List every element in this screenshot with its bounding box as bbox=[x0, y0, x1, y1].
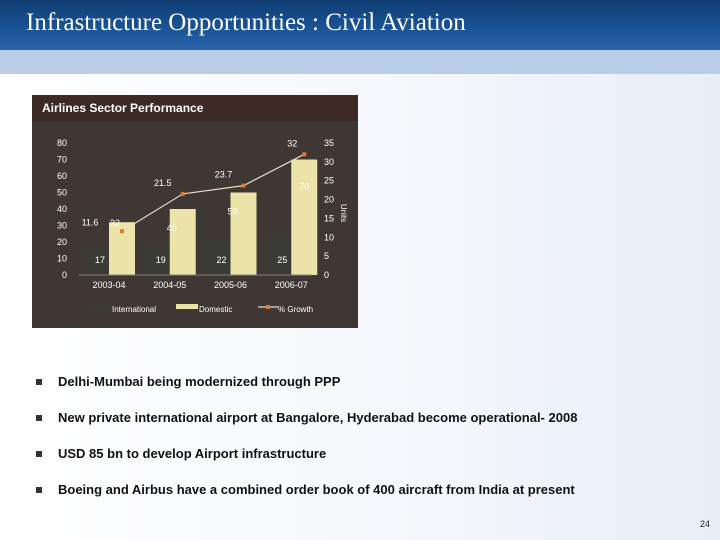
growth-marker bbox=[180, 191, 185, 196]
chart-panel-title: Airlines Sector Performance bbox=[42, 101, 204, 115]
domestic-data-label: 70 bbox=[299, 182, 309, 192]
y-tick-label: 40 bbox=[57, 204, 67, 214]
y2-tick-label: 35 bbox=[324, 138, 334, 148]
international-data-label: 19 bbox=[156, 255, 166, 265]
y2-tick-label: 20 bbox=[324, 195, 334, 205]
growth-data-label: 11.6 bbox=[82, 217, 99, 227]
y-tick-label: 60 bbox=[57, 171, 67, 181]
legend-growth-label: % Growth bbox=[278, 305, 313, 314]
bullet-text: Delhi-Mumbai being modernized through PP… bbox=[58, 374, 341, 389]
legend-growth-marker bbox=[266, 305, 270, 309]
performance-chart: 8070605040302010035302520151050UnitsUnit… bbox=[32, 121, 358, 328]
domestic-bar bbox=[169, 209, 196, 275]
bullet-square-icon bbox=[36, 487, 42, 493]
y2-tick-label: 5 bbox=[324, 251, 329, 261]
bullet-item: Delhi-Mumbai being modernized through PP… bbox=[36, 374, 696, 389]
x-tick-label: 2003-04 bbox=[92, 280, 125, 290]
bullet-text: Boeing and Airbus have a combined order … bbox=[58, 482, 575, 497]
bullet-item: USD 85 bn to develop Airport infrastruct… bbox=[36, 446, 696, 461]
y2-tick-label: 30 bbox=[324, 157, 334, 167]
international-bar bbox=[143, 243, 170, 275]
y2-tick-label: 25 bbox=[324, 176, 334, 186]
y2-tick-label: 15 bbox=[324, 213, 334, 223]
domestic-data-label: 40 bbox=[167, 223, 177, 233]
y2-axis-label: Units bbox=[339, 204, 348, 222]
x-tick-label: 2006-07 bbox=[275, 280, 308, 290]
international-data-label: 17 bbox=[95, 255, 105, 265]
y-tick-label: 0 bbox=[62, 270, 67, 280]
y-tick-label: 80 bbox=[57, 138, 67, 148]
international-bar bbox=[83, 246, 109, 275]
y-tick-label: 50 bbox=[57, 188, 67, 198]
bullet-square-icon bbox=[36, 415, 42, 421]
growth-data-label: 23.7 bbox=[215, 170, 233, 180]
slide-title: Infrastructure Opportunities : Civil Avi… bbox=[26, 9, 466, 36]
domestic-data-label: 32 bbox=[110, 218, 120, 228]
legend-domestic-label: Domestic bbox=[199, 305, 232, 314]
international-data-label: 22 bbox=[216, 255, 226, 265]
chart-panel: 8070605040302010035302520151050UnitsUnit… bbox=[32, 121, 358, 328]
growth-line bbox=[121, 153, 305, 232]
bullet-item: New private international airport at Ban… bbox=[36, 410, 696, 425]
x-tick-label: 2005-06 bbox=[214, 280, 247, 290]
legend-international-swatch bbox=[90, 304, 112, 309]
bullet-square-icon bbox=[36, 451, 42, 457]
title-bar: Infrastructure Opportunities : Civil Avi… bbox=[0, 0, 720, 50]
y-tick-label: 10 bbox=[57, 254, 67, 264]
growth-marker bbox=[120, 229, 124, 234]
legend-domestic-swatch bbox=[176, 304, 198, 309]
international-bar bbox=[265, 233, 292, 275]
x-tick-label: 2004-05 bbox=[153, 280, 186, 290]
international-bar bbox=[204, 238, 231, 275]
domestic-bar bbox=[230, 192, 257, 275]
chart-panel-header: Airlines Sector Performance bbox=[32, 95, 358, 121]
y-tick-label: 30 bbox=[57, 221, 67, 231]
domestic-bar bbox=[291, 159, 318, 275]
bullet-list: Delhi-Mumbai being modernized through PP… bbox=[36, 370, 696, 497]
growth-marker bbox=[302, 152, 307, 157]
y2-tick-label: 0 bbox=[324, 270, 329, 280]
bullet-text: New private international airport at Ban… bbox=[58, 410, 578, 425]
bullet-text: USD 85 bn to develop Airport infrastruct… bbox=[58, 446, 327, 461]
bullet-square-icon bbox=[36, 379, 42, 385]
page-number: 24 bbox=[699, 519, 710, 529]
legend-international-label: International bbox=[112, 305, 156, 314]
domestic-data-label: 50 bbox=[227, 207, 237, 217]
y2-tick-label: 10 bbox=[324, 232, 334, 242]
y-tick-label: 70 bbox=[57, 155, 67, 165]
title-band bbox=[0, 50, 720, 74]
bullet-item: Boeing and Airbus have a combined order … bbox=[36, 482, 696, 497]
y-tick-label: 20 bbox=[57, 237, 67, 247]
growth-marker bbox=[241, 183, 246, 188]
growth-data-label: 32 bbox=[287, 138, 297, 148]
growth-data-label: 21.5 bbox=[154, 178, 172, 188]
international-data-label: 25 bbox=[277, 255, 287, 265]
